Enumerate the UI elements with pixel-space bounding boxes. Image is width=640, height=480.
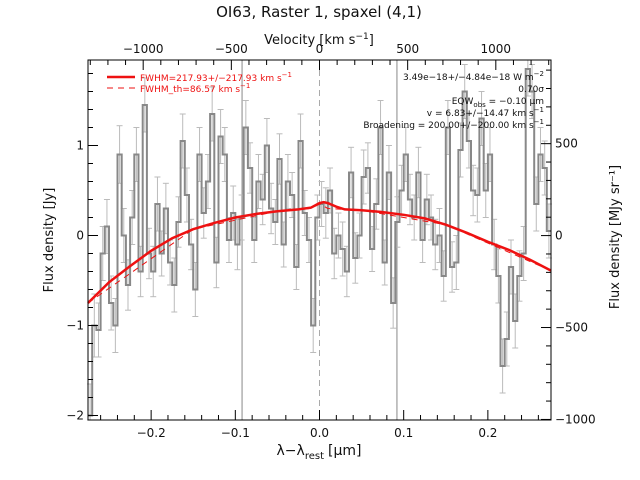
right-tick-label: 500 xyxy=(555,137,578,151)
chart-title: OI63, Raster 1, spaxel (4,1) xyxy=(216,3,422,21)
fit-line-thermal xyxy=(87,203,552,304)
y-axis-label: Flux density [Jy] xyxy=(42,188,57,293)
x-axis-label-unit: [μm] xyxy=(328,443,361,459)
x-axis-top-label-exponent: −1 xyxy=(355,32,368,42)
y-tick-labels: −2 −1 0 1 xyxy=(66,139,84,423)
x-tick-label: 0.0 xyxy=(310,426,329,440)
top-tick-label: −500 xyxy=(215,42,248,56)
y-tick-label: −1 xyxy=(66,319,84,333)
annotations: 3.49e−18+/−4.84e−18 W m−2 0.70σ EQWobs =… xyxy=(363,70,544,131)
x-tick-label: 0.2 xyxy=(478,426,497,440)
right-tick-label: 0 xyxy=(555,229,563,243)
x-tick-labels: −0.2 −0.1 0.0 0.1 0.2 xyxy=(137,426,498,440)
legend-fwhm-th: FWHM_th=86.57 km s−1 xyxy=(140,82,250,95)
top-tick-label: 500 xyxy=(396,42,419,56)
top-tick-labels: −1000 −500 0 500 1000 xyxy=(123,42,511,56)
axis-ticks xyxy=(88,60,551,420)
right-tick-labels: −1000 −500 0 500 xyxy=(555,137,596,427)
annotation-velocity: v = 6.83+/−14.47 km s−1 xyxy=(427,106,544,119)
annotation-broadening: Broadening = 200.00+/−200.00 km s−1 xyxy=(363,118,544,131)
right-tick-label: −500 xyxy=(555,321,588,335)
legend: FWHM=217.93+/−217.93 km s−1 FWHM_th=86.5… xyxy=(107,71,292,95)
legend-fwhm: FWHM=217.93+/−217.93 km s−1 xyxy=(140,71,292,84)
x-axis-label-main: λ−λ xyxy=(277,443,305,459)
annotation-sigma: 0.70σ xyxy=(518,85,544,95)
x-axis-label: λ−λrest [μm] xyxy=(277,443,362,462)
x-axis-label-sub: rest xyxy=(305,451,324,462)
y-tick-label: 1 xyxy=(76,139,84,153)
x-tick-label: −0.1 xyxy=(221,426,250,440)
y-tick-label: 0 xyxy=(76,229,84,243)
top-tick-label: 1000 xyxy=(481,42,512,56)
x-axis-top-label-end: ] xyxy=(369,33,374,48)
top-tick-label: −1000 xyxy=(123,42,164,56)
y-tick-label: −2 xyxy=(66,409,84,423)
annotation-flux: 3.49e−18+/−4.84e−18 W m−2 xyxy=(403,70,544,83)
spectrum-steps xyxy=(88,68,551,417)
x-axis-top-label: Velocity [km s−1] xyxy=(264,32,374,48)
x-tick-label: 0.1 xyxy=(394,426,413,440)
x-tick-label: −0.2 xyxy=(137,426,166,440)
x-axis-top-label-main: Velocity [km s xyxy=(264,33,356,48)
right-tick-label: −1000 xyxy=(555,412,596,426)
data-series xyxy=(87,68,552,417)
y-axis-right-label: Flux density [MJy sr⁻¹] xyxy=(608,165,623,309)
top-tick-label: 0 xyxy=(316,42,324,56)
annotation-eqw: EQWobs = −0.10 μm xyxy=(452,97,544,109)
